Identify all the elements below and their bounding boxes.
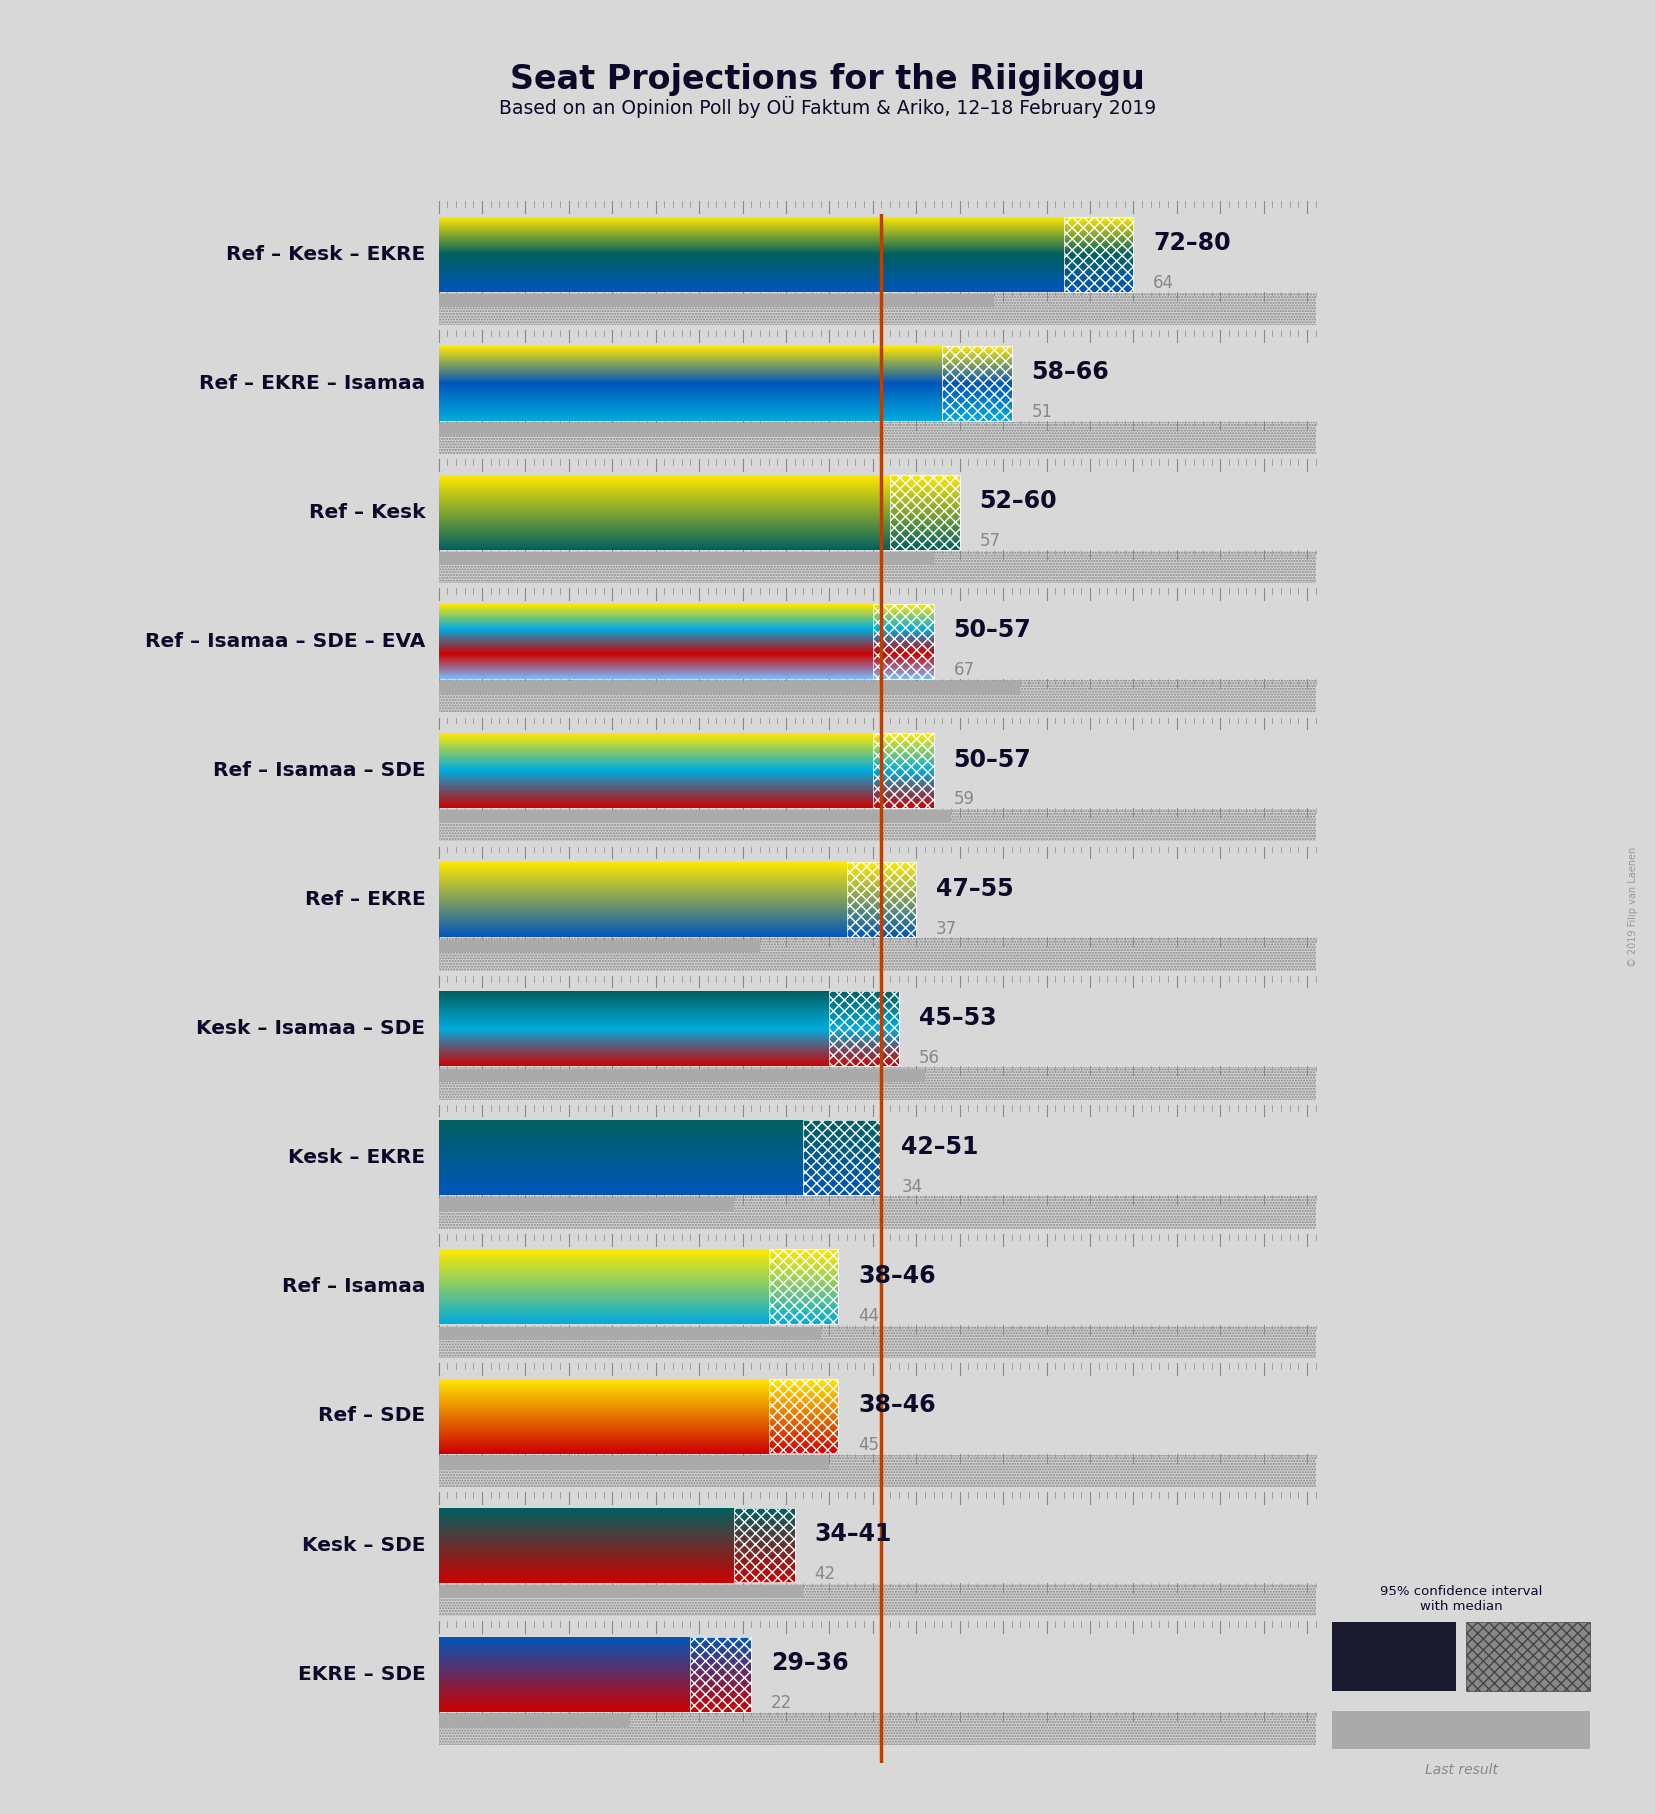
Bar bbox=[439, 551, 1316, 584]
Text: Ref – EKRE – Isamaa: Ref – EKRE – Isamaa bbox=[199, 374, 425, 392]
Bar bbox=[439, 1712, 1316, 1745]
Bar bbox=[439, 940, 760, 952]
Bar bbox=[439, 1455, 1316, 1487]
Text: 29–36: 29–36 bbox=[771, 1651, 849, 1676]
Bar bbox=[439, 1326, 1316, 1359]
Text: Ref – EKRE: Ref – EKRE bbox=[305, 891, 425, 909]
Text: 42: 42 bbox=[814, 1565, 836, 1584]
Bar bbox=[872, 733, 933, 807]
Bar bbox=[439, 682, 1021, 695]
Bar bbox=[439, 1326, 821, 1341]
Bar bbox=[439, 1068, 925, 1081]
Bar bbox=[439, 1197, 1316, 1228]
Bar bbox=[439, 1457, 829, 1469]
Bar bbox=[439, 1712, 1316, 1745]
Text: 38–46: 38–46 bbox=[857, 1393, 935, 1417]
Text: Ref – Kesk – EKRE: Ref – Kesk – EKRE bbox=[227, 245, 425, 263]
Bar bbox=[439, 1197, 733, 1210]
Text: EKRE – SDE: EKRE – SDE bbox=[298, 1665, 425, 1683]
Text: 56: 56 bbox=[919, 1048, 940, 1067]
Text: Seat Projections for the Riigikogu: Seat Projections for the Riigikogu bbox=[510, 63, 1145, 96]
Bar bbox=[890, 475, 960, 550]
Bar bbox=[733, 1507, 794, 1582]
Bar bbox=[439, 292, 1316, 325]
Text: Ref – SDE: Ref – SDE bbox=[318, 1406, 425, 1426]
Bar bbox=[439, 423, 1316, 454]
Text: 34–41: 34–41 bbox=[814, 1522, 892, 1546]
Bar bbox=[439, 938, 1316, 970]
Text: Ref – Isamaa: Ref – Isamaa bbox=[281, 1277, 425, 1297]
Bar bbox=[829, 990, 899, 1067]
Text: © 2019 Filip van Laenen: © 2019 Filip van Laenen bbox=[1629, 847, 1638, 967]
Text: Kesk – SDE: Kesk – SDE bbox=[301, 1535, 425, 1555]
Bar bbox=[439, 1067, 1316, 1099]
Text: 58–66: 58–66 bbox=[1031, 361, 1109, 385]
Text: 38–46: 38–46 bbox=[857, 1264, 935, 1288]
Text: Based on an Opinion Poll by OÜ Faktum & Ariko, 12–18 February 2019: Based on an Opinion Poll by OÜ Faktum & … bbox=[498, 96, 1157, 118]
Bar bbox=[768, 1379, 837, 1453]
Bar bbox=[439, 809, 1316, 842]
Bar bbox=[439, 809, 1316, 842]
Bar bbox=[439, 551, 1316, 584]
Text: 45: 45 bbox=[857, 1437, 879, 1455]
Bar bbox=[439, 423, 1316, 454]
Text: 50–57: 50–57 bbox=[953, 747, 1031, 771]
Bar bbox=[439, 1584, 1316, 1616]
Bar bbox=[439, 1584, 1316, 1616]
Text: 67: 67 bbox=[953, 662, 975, 680]
Bar bbox=[439, 1455, 1316, 1487]
Text: 57: 57 bbox=[980, 532, 1001, 550]
Text: 37: 37 bbox=[937, 920, 957, 938]
Text: 52–60: 52–60 bbox=[980, 490, 1058, 513]
Text: Last result: Last result bbox=[1425, 1763, 1498, 1778]
Text: 22: 22 bbox=[771, 1694, 793, 1712]
Bar bbox=[872, 604, 933, 678]
Text: 34: 34 bbox=[902, 1177, 922, 1195]
Bar bbox=[439, 811, 952, 824]
Bar bbox=[847, 862, 917, 938]
Text: Ref – Kesk: Ref – Kesk bbox=[309, 502, 425, 522]
Bar bbox=[439, 551, 933, 566]
Bar bbox=[439, 1714, 629, 1727]
Bar bbox=[439, 1197, 1316, 1228]
Text: Ref – Isamaa – SDE: Ref – Isamaa – SDE bbox=[213, 760, 425, 780]
Text: Kesk – Isamaa – SDE: Kesk – Isamaa – SDE bbox=[197, 1019, 425, 1038]
Text: 59: 59 bbox=[953, 791, 975, 809]
Text: 44: 44 bbox=[857, 1306, 879, 1324]
Text: 50–57: 50–57 bbox=[953, 619, 1031, 642]
Text: 51: 51 bbox=[1031, 403, 1053, 421]
Text: Kesk – EKRE: Kesk – EKRE bbox=[288, 1148, 425, 1166]
Text: 64: 64 bbox=[1154, 274, 1173, 292]
Bar bbox=[439, 423, 882, 435]
Bar bbox=[1064, 216, 1134, 292]
Bar bbox=[942, 346, 1011, 421]
Text: 47–55: 47–55 bbox=[937, 876, 1015, 902]
Bar bbox=[439, 1326, 1316, 1359]
Bar bbox=[439, 292, 1316, 325]
Text: 45–53: 45–53 bbox=[919, 1005, 996, 1030]
Bar bbox=[439, 1585, 803, 1598]
Bar bbox=[439, 938, 1316, 970]
Text: 95% confidence interval
with median: 95% confidence interval with median bbox=[1380, 1585, 1542, 1613]
Bar bbox=[439, 680, 1316, 713]
Bar bbox=[768, 1250, 837, 1324]
Bar bbox=[439, 294, 995, 307]
Text: 42–51: 42–51 bbox=[902, 1136, 978, 1159]
Bar bbox=[803, 1121, 882, 1195]
Bar bbox=[690, 1636, 751, 1712]
Text: Ref – Isamaa – SDE – EVA: Ref – Isamaa – SDE – EVA bbox=[146, 631, 425, 651]
Text: 72–80: 72–80 bbox=[1154, 230, 1231, 256]
Bar bbox=[439, 1067, 1316, 1099]
Bar bbox=[439, 680, 1316, 713]
